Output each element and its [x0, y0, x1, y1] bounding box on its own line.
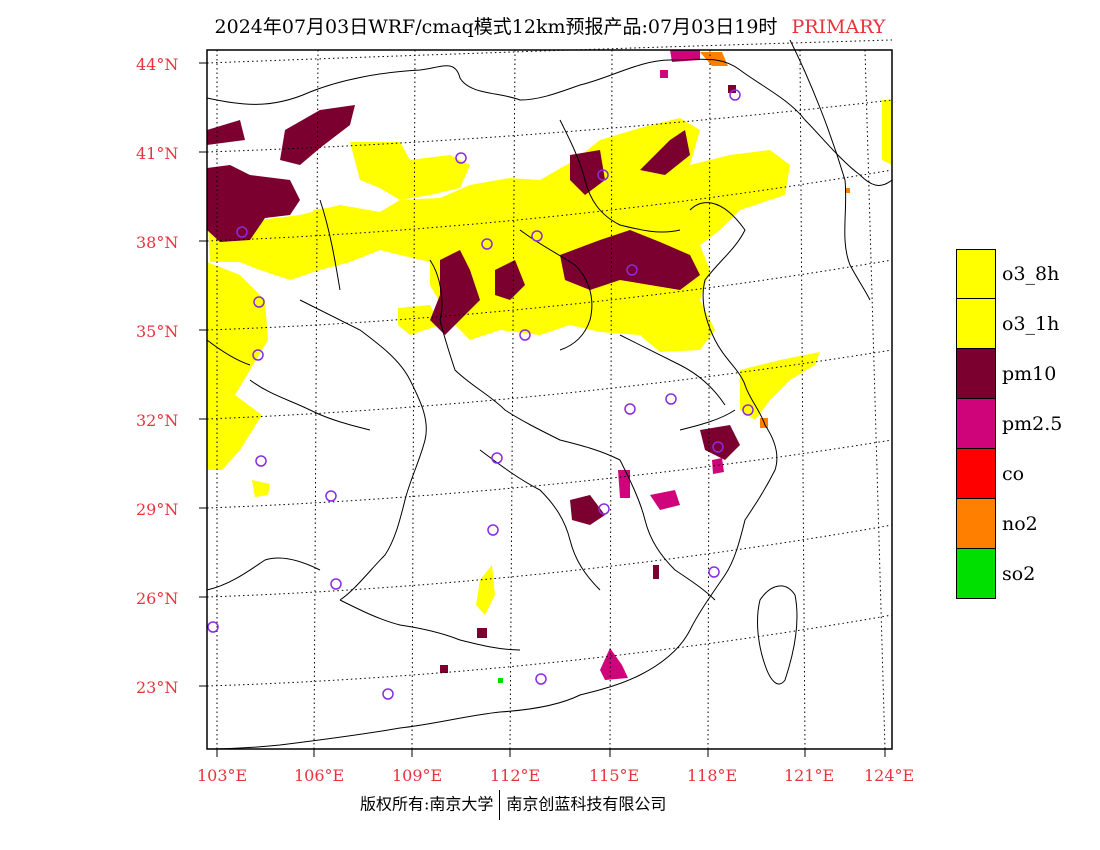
station-marker: [236, 226, 248, 238]
legend-label: o3_1h: [1002, 313, 1060, 335]
station-marker: [487, 524, 499, 536]
boundaries: [206, 39, 893, 750]
axis-ticks: [199, 62, 886, 757]
station-marker: [330, 578, 342, 590]
stations: [207, 89, 754, 700]
station-marker: [742, 404, 754, 416]
legend-label: co: [1002, 463, 1025, 485]
o3-field: [207, 100, 892, 615]
lat-label: 26°N: [136, 589, 179, 608]
legend-label: pm10: [1002, 363, 1057, 385]
station-marker: [598, 503, 610, 515]
legend-swatch: [956, 449, 996, 499]
lon-label: 124°E: [864, 766, 915, 785]
station-marker: [325, 490, 337, 502]
station-marker: [708, 566, 720, 578]
lat-label: 44°N: [136, 55, 179, 74]
station-marker: [597, 169, 609, 181]
lat-label: 41°N: [136, 144, 179, 163]
station-marker: [535, 673, 547, 685]
station-marker: [729, 89, 741, 101]
so2-field: [498, 678, 503, 683]
legend-swatch: [956, 349, 996, 399]
legend-label: so2: [1002, 563, 1036, 585]
legend-label: pm2.5: [1002, 413, 1063, 435]
station-marker: [207, 621, 219, 633]
lon-label: 115°E: [589, 766, 640, 785]
legend-swatch: [956, 249, 996, 299]
station-marker: [519, 329, 531, 341]
lat-label: 29°N: [136, 500, 179, 519]
station-marker: [491, 452, 503, 464]
copyright-owner: 版权所有:南京大学: [360, 794, 494, 814]
legend-swatch: [956, 549, 996, 599]
copyright-company: 南京创蓝科技有限公司: [506, 794, 667, 814]
lon-label: 109°E: [392, 766, 443, 785]
lon-label: 106°E: [294, 766, 345, 785]
lat-label: 23°N: [136, 678, 179, 697]
lon-label: 121°E: [784, 766, 835, 785]
legend-swatch: [956, 399, 996, 449]
lon-label: 103°E: [197, 766, 248, 785]
station-marker: [624, 403, 636, 415]
station-marker: [626, 264, 638, 276]
station-marker: [531, 230, 543, 242]
lon-label: 112°E: [490, 766, 541, 785]
station-marker: [255, 455, 267, 467]
station-marker: [481, 238, 493, 250]
station-marker: [712, 441, 724, 453]
station-marker: [665, 393, 677, 405]
map-title: 2024年07月03日WRF/cmaq模式12km预报产品:07月03日19时 P…: [0, 12, 1100, 39]
station-marker: [253, 296, 265, 308]
station-marker: [252, 349, 264, 361]
legend-label: no2: [1002, 513, 1038, 535]
graticule: [206, 39, 893, 750]
legend-label: o3_8h: [1002, 263, 1060, 285]
footer-divider: [499, 790, 501, 820]
legend-swatch: [956, 299, 996, 349]
lat-label: 38°N: [136, 233, 179, 252]
title-tag: PRIMARY: [791, 16, 886, 38]
lat-label: 35°N: [136, 322, 179, 341]
pm25-field: [600, 50, 724, 680]
legend-swatch: [956, 499, 996, 549]
station-marker: [455, 152, 467, 164]
station-marker: [382, 688, 394, 700]
lat-label: 32°N: [136, 411, 179, 430]
title-main: 2024年07月03日WRF/cmaq模式12km预报产品:07月03日19时: [214, 16, 778, 38]
copyright-footer: 版权所有:南京大学 南京创蓝科技有限公司: [360, 790, 666, 820]
lon-label: 118°E: [687, 766, 738, 785]
